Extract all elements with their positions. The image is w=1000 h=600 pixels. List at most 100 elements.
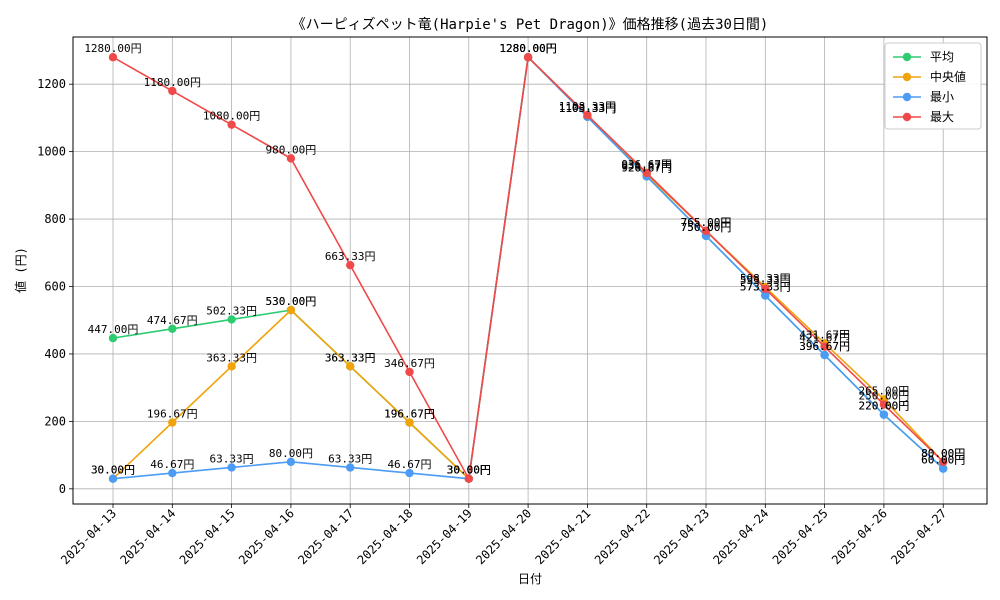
data-point — [286, 457, 296, 467]
data-label: 926.67円 — [621, 161, 672, 174]
data-point — [701, 226, 711, 236]
data-labels: 447.00円 474.67円 502.33円 530.00円 363.33円 196.6… — [84, 42, 965, 476]
data-label: 474.67円 — [147, 314, 198, 327]
legend-label: 中央値 — [930, 69, 966, 84]
data-label: 363.33円 — [325, 351, 376, 364]
y-tick-label: 400 — [44, 347, 66, 361]
data-point — [405, 418, 414, 427]
data-label: 363.33円 — [206, 351, 257, 364]
y-tick-label: 0 — [59, 482, 66, 496]
data-point — [820, 342, 829, 351]
data-label: 30.00円 — [447, 464, 491, 477]
data-label: 265.00円 — [859, 384, 910, 397]
legend-marker — [902, 92, 912, 102]
data-label: 196.67円 — [384, 408, 435, 421]
data-label: 530.00円 — [266, 295, 317, 308]
data-label: 30.00円 — [91, 464, 135, 477]
data-label: 1103.33円 — [559, 102, 616, 115]
legend-label: 最大 — [930, 110, 954, 124]
data-label: 220.00円 — [859, 400, 910, 413]
data-label: 196.67円 — [384, 408, 435, 421]
series-lines — [108, 53, 948, 483]
y-tick-label: 1000 — [37, 145, 66, 159]
x-tick-label: 2025-04-27 — [888, 506, 949, 567]
legend-label: 最小 — [930, 90, 954, 104]
data-label: 1280.00円 — [499, 42, 556, 55]
data-point — [879, 410, 889, 419]
data-point — [939, 464, 948, 473]
data-label: 1280.00円 — [499, 42, 556, 55]
data-point — [879, 400, 889, 409]
data-point — [761, 291, 770, 300]
legend-box — [884, 42, 982, 130]
x-tick-label: 2025-04-13 — [58, 506, 119, 567]
x-tick-label: 2025-04-26 — [829, 506, 890, 567]
data-label: 363.33円 — [325, 351, 376, 364]
data-point — [346, 463, 355, 472]
data-label: 980.00円 — [266, 143, 317, 156]
x-tick-label: 2025-04-24 — [710, 506, 771, 567]
data-point — [108, 333, 118, 343]
data-label: 926.67円 — [621, 161, 672, 174]
data-label: 30.00円 — [447, 464, 491, 477]
data-label: 502.33円 — [206, 304, 257, 317]
data-label: 530.00円 — [266, 295, 317, 308]
legend-marker — [902, 72, 912, 82]
x-tick-label: 2025-04-23 — [651, 506, 712, 567]
data-point — [405, 367, 414, 377]
data-label: 936.67円 — [621, 158, 672, 171]
data-label: 46.67円 — [150, 458, 194, 471]
x-tick-label: 2025-04-20 — [473, 506, 534, 567]
data-label: 346.67円 — [384, 357, 435, 370]
data-label: 598.33円 — [740, 272, 791, 285]
data-label: 30.00円 — [447, 464, 491, 477]
legend-label: 平均 — [930, 50, 954, 64]
x-tick-label: 2025-04-21 — [533, 506, 594, 567]
data-point — [405, 468, 414, 478]
data-label: 431.67円 — [799, 328, 850, 341]
data-point — [939, 457, 948, 467]
data-label: 396.67円 — [799, 340, 850, 353]
x-tick-label: 2025-04-19 — [414, 506, 475, 567]
data-label: 396.67円 — [799, 340, 850, 353]
data-label: 573.33円 — [740, 281, 791, 294]
data-label: 1080.00円 — [203, 110, 260, 123]
y-tick-label: 1200 — [37, 77, 66, 91]
data-point — [346, 260, 355, 270]
data-label: 765.00円 — [681, 216, 732, 229]
x-tick-label: 2025-04-15 — [177, 506, 238, 567]
data-label: 196.67円 — [147, 408, 198, 421]
y-axis-label: 値 (円) — [13, 247, 28, 293]
grid — [73, 37, 987, 504]
y-tick-label: 800 — [44, 212, 66, 226]
plot-area — [72, 36, 988, 505]
x-tick-label: 2025-04-22 — [592, 506, 653, 567]
data-label: 30.00円 — [447, 464, 491, 477]
chart-title: 《ハーピィズペット竜(Harpie's Pet Dragon)》価格推移(過去3… — [292, 16, 769, 33]
y-tick-label: 200 — [44, 414, 66, 428]
data-label: 1280.00円 — [84, 42, 141, 55]
data-label: 1280.00円 — [499, 42, 556, 55]
x-tick-label: 2025-04-14 — [117, 506, 178, 567]
data-point — [168, 468, 177, 478]
data-point — [464, 474, 473, 483]
data-label: 220.00円 — [859, 400, 910, 413]
data-label: 1280.00円 — [499, 42, 556, 55]
data-label: 1103.33円 — [559, 102, 616, 115]
data-point — [286, 154, 296, 163]
data-label: 750.00円 — [681, 221, 732, 234]
data-label: 1108.33円 — [559, 100, 616, 113]
x-tick-label: 2025-04-17 — [295, 506, 356, 567]
data-point — [642, 168, 651, 178]
data-label: 750.00円 — [681, 221, 732, 234]
data-point — [820, 350, 829, 360]
data-point — [227, 315, 236, 324]
data-label: 593.33円 — [740, 274, 791, 287]
x-tick-label: 2025-04-25 — [770, 506, 831, 567]
data-point — [168, 86, 177, 96]
x-tick-label: 2025-04-18 — [355, 506, 416, 567]
data-point — [761, 284, 770, 293]
data-point — [168, 418, 177, 427]
data-point — [108, 474, 118, 483]
